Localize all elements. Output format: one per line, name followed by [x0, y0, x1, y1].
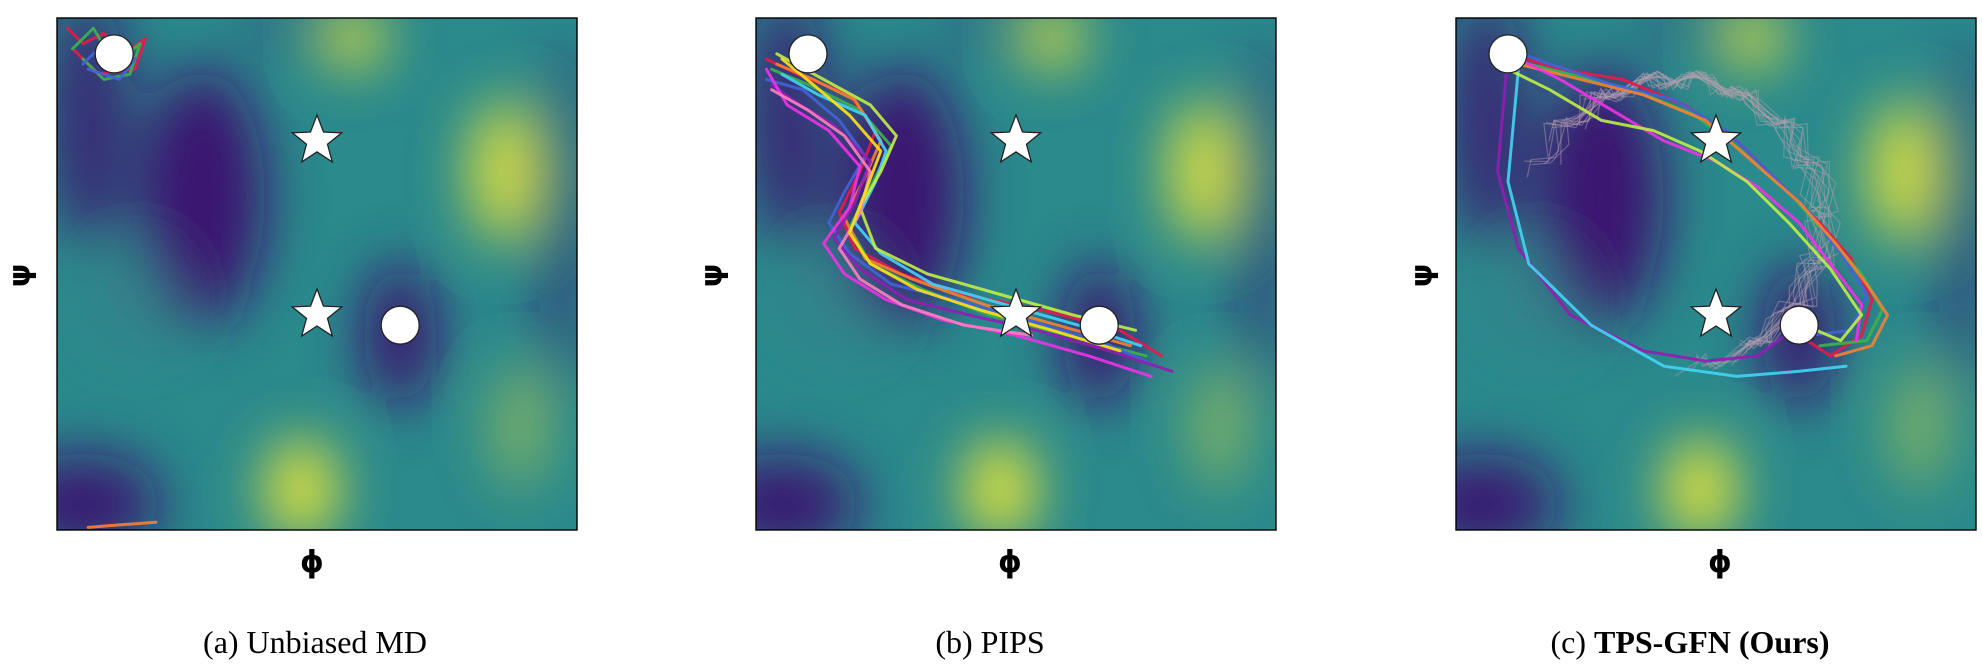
trajectory-line: [1496, 62, 1864, 343]
caption-prefix: (c): [1550, 624, 1586, 660]
panel-b: ψ ϕ (b) PIPS: [660, 0, 1320, 670]
faded-trajectory: [1584, 69, 1824, 368]
star-marker: [989, 113, 1043, 164]
x-axis-label: ϕ: [1708, 545, 1732, 580]
trajectory-line: [1506, 67, 1848, 378]
circle-marker: [380, 305, 420, 345]
circle-marker: [1079, 305, 1119, 345]
energy-landscape: [57, 18, 577, 530]
faded-trajectory: [1560, 70, 1822, 347]
trajectory-line: [764, 57, 1164, 358]
panel-a: ψ ϕ (a) Unbiased MD: [0, 0, 660, 670]
faded-trajectory: [1543, 70, 1830, 350]
faded-trajectory: [1583, 71, 1826, 377]
caption-prefix: (a): [203, 624, 239, 660]
faded-trajectory: [1581, 70, 1831, 372]
energy-landscape: [756, 18, 1276, 530]
circle-marker: [1779, 305, 1819, 345]
faded-trajectory: [1543, 71, 1837, 354]
circle-marker: [94, 34, 134, 74]
panel-caption: (c) TPS-GFN (Ours): [1510, 624, 1870, 661]
y-axis-label: ψ: [1404, 263, 1440, 288]
plot-frame: [56, 17, 578, 531]
star-marker: [989, 287, 1043, 338]
trajectory-line: [86, 520, 158, 529]
star-marker: [290, 113, 344, 164]
plot-b: [755, 17, 1277, 531]
plot-frame: [755, 17, 1277, 531]
caption-text: PIPS: [980, 624, 1045, 660]
plot-frame: [1455, 17, 1977, 531]
trajectories: [1496, 47, 1890, 378]
faded-trajectory: [1526, 71, 1833, 347]
x-axis-label: ϕ: [998, 545, 1022, 580]
faded-trajectory: [1566, 71, 1832, 370]
trajectory-line: [764, 77, 1158, 368]
y-axis-label: ψ: [2, 263, 38, 288]
trajectory-line: [1516, 62, 1890, 358]
panel-c: ψ ϕ (c) TPS-GFN (Ours): [1320, 0, 1982, 670]
energy-landscape: [1456, 18, 1976, 530]
panel-caption: (a) Unbiased MD: [155, 624, 475, 661]
plot-a: [56, 17, 578, 531]
faded-trajectory: [1578, 71, 1841, 368]
caption-text: Unbiased MD: [246, 624, 427, 660]
star-marker: [1689, 287, 1743, 338]
x-axis-label: ϕ: [300, 545, 324, 580]
faded-trajectory: [1524, 70, 1839, 346]
star-marker: [1689, 113, 1743, 164]
plot-c: [1455, 17, 1977, 531]
circle-marker: [788, 34, 828, 74]
panel-caption: (b) PIPS: [880, 624, 1100, 661]
trajectory-line: [770, 83, 1174, 373]
trajectory-line: [764, 67, 1153, 378]
y-axis-label: ψ: [694, 263, 730, 288]
circle-marker: [1488, 34, 1528, 74]
trajectory-line: [71, 26, 142, 81]
caption-prefix: (b): [935, 624, 973, 660]
star-marker: [290, 287, 344, 338]
caption-text-bold: TPS-GFN (Ours): [1593, 624, 1830, 660]
